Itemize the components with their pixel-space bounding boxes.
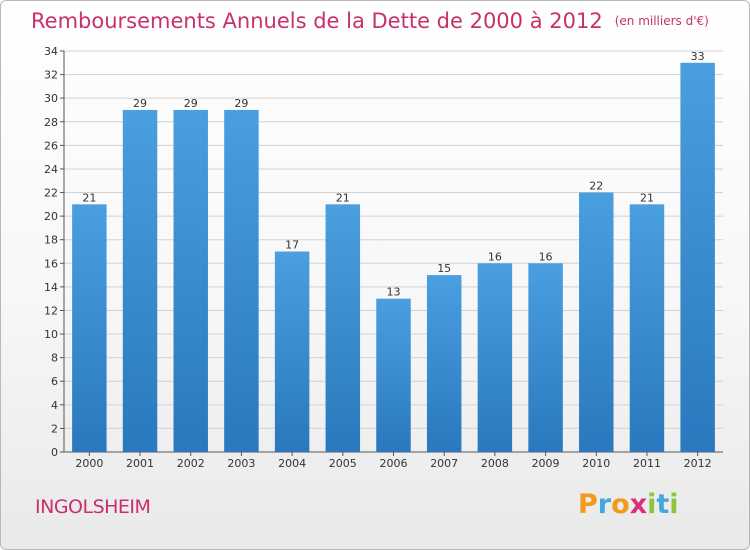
data-label: 22 [589,180,603,193]
data-label: 29 [184,97,198,110]
bar [376,298,411,452]
data-label: 29 [133,97,147,110]
bar [528,263,563,452]
bar [72,204,107,452]
proxiti-logo: Proxiti [578,489,679,520]
bar [426,275,462,452]
data-label: 16 [539,250,553,263]
data-label: 21 [336,191,350,204]
bar [629,204,665,452]
y-tick-label: 12 [44,304,58,317]
logo-letter: o [611,489,630,520]
x-tick-label: 2001 [126,457,154,470]
logo-letter: P [578,489,598,520]
chart-title: Remboursements Annuels de la Dette de 20… [31,9,709,33]
y-tick-label: 18 [44,234,58,247]
x-tick-label: 2004 [278,457,306,470]
y-tick-label: 2 [51,422,58,435]
bar [122,109,158,453]
x-tick-label: 2009 [532,457,560,470]
bar [477,263,513,452]
y-tick-label: 8 [51,352,58,365]
logo-letter: i [647,489,657,520]
logo-letter: x [629,489,648,520]
data-label: 16 [488,250,502,263]
x-tick-label: 2005 [329,457,357,470]
data-label: 15 [437,262,451,275]
data-label: 21 [640,191,654,204]
y-tick-label: 32 [44,69,58,82]
x-tick-label: 2002 [177,457,205,470]
y-tick-label: 26 [44,139,58,152]
data-label: 17 [285,239,299,252]
chart-unit: (en milliers d'€) [614,14,709,28]
x-tick-label: 2008 [481,457,509,470]
city-name: INGOLSHEIM [35,496,151,518]
logo-letter: r [597,489,612,520]
bar [579,192,614,452]
y-tick-label: 30 [44,92,58,105]
x-tick-label: 2007 [430,457,458,470]
bar [325,204,361,452]
y-tick-label: 34 [44,45,58,58]
x-tick-label: 2010 [582,457,610,470]
logo-letter: t [656,489,670,520]
y-tick-label: 20 [44,210,58,223]
y-tick-label: 14 [44,281,58,294]
logo-letter: i [669,489,679,520]
x-tick-label: 2006 [380,457,408,470]
x-tick-label: 2003 [227,457,255,470]
y-tick-label: 4 [51,399,58,412]
x-tick-label: 2011 [633,457,661,470]
data-label: 33 [691,50,705,63]
y-tick-label: 0 [51,446,58,459]
bar [173,109,208,453]
y-tick-label: 10 [44,328,58,341]
data-label: 13 [387,286,401,299]
x-tick-label: 2000 [75,457,103,470]
bar [274,251,310,452]
y-tick-label: 6 [51,375,58,388]
x-tick-label: 2012 [684,457,712,470]
chart-title-text: Remboursements Annuels de la Dette de 20… [31,9,603,33]
y-tick-label: 16 [44,257,58,270]
bar [224,109,259,453]
data-label: 21 [82,191,96,204]
bar [680,62,715,452]
y-tick-label: 22 [44,187,58,200]
y-tick-label: 24 [44,163,58,176]
y-tick-label: 28 [44,116,58,129]
data-label: 29 [234,97,248,110]
